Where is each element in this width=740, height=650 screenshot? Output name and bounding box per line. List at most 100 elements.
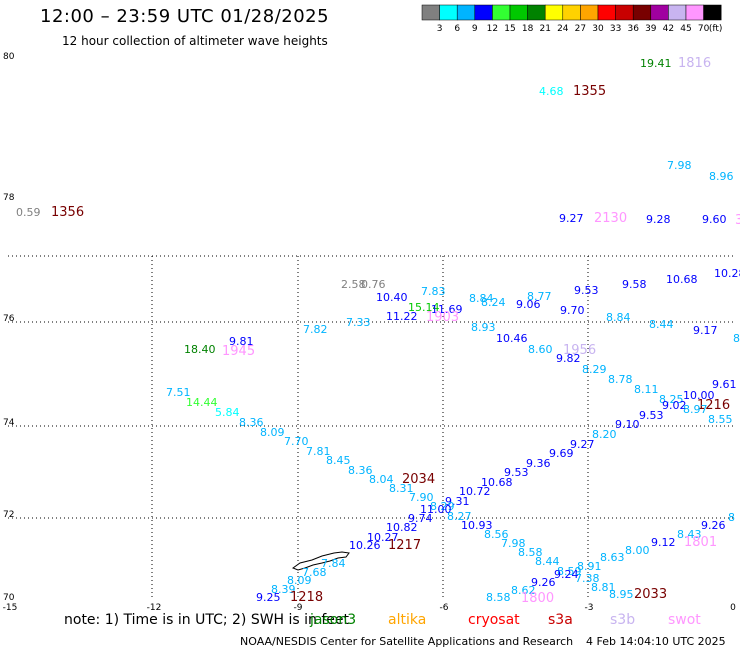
wave-height-label: 10.93 — [461, 519, 493, 532]
wave-height-label: 8.59 — [557, 565, 582, 578]
wave-height-label: 5.84 — [215, 406, 240, 419]
wave-height-label: 8.36 — [239, 416, 264, 429]
wave-height-label: 8.81 — [591, 581, 616, 594]
pass-time-label: 1356 — [51, 205, 84, 220]
pass-time-label: 1800 — [521, 591, 554, 606]
wave-height-label: 8.44 — [535, 555, 560, 568]
colorbar-tick-label: 6 — [454, 24, 460, 34]
wave-height-label: 8.29 — [430, 500, 455, 513]
longitude-label: -15 — [3, 603, 18, 613]
wave-height-label: 9.17 — [693, 324, 718, 337]
colorbar-swatch — [509, 4, 528, 21]
wave-height-label: 7.82 — [303, 323, 328, 336]
wave-height-label: 7.70 — [284, 435, 309, 448]
wave-height-label: 8.04 — [369, 473, 394, 486]
wave-height-label: 8.11 — [634, 383, 659, 396]
pass-time-label: 2034 — [402, 472, 435, 487]
wave-height-label: 8.63 — [600, 551, 625, 564]
wave-height-label: 8.96 — [709, 170, 734, 183]
latitude-label: 72 — [3, 510, 14, 520]
colorbar-tick-label: 33 — [610, 24, 621, 34]
wave-height-label: 8.25 — [659, 393, 684, 406]
wave-height-label: 7.98 — [501, 537, 526, 550]
jan-mayen-island-outline — [291, 551, 350, 571]
wave-height-label: 11.69 — [431, 303, 463, 316]
wave-height-label: 8.45 — [326, 454, 351, 467]
wave-height-label: 8.56 — [484, 528, 509, 541]
wave-height-label: 8.84 — [469, 292, 494, 305]
colorbar-swatch — [439, 4, 458, 21]
wave-height-label: 9.58 — [622, 278, 647, 291]
colorbar-tick-label: 9 — [472, 24, 478, 34]
wave-height-label: 9.12 — [651, 536, 676, 549]
pass-time-label: 1217 — [388, 538, 421, 553]
colorbar-swatch — [562, 4, 581, 21]
colorbar-swatch — [597, 4, 616, 21]
pass-time-label: 1216 — [697, 398, 730, 413]
wave-height-label: 8.60 — [528, 343, 553, 356]
wave-height-label: 15.14 — [408, 301, 440, 314]
wave-height-label: 8.44 — [649, 318, 674, 331]
axis-labels: 80 78 76 74 72 70-15 -12 -9 -6 -3 0 — [3, 52, 736, 613]
map-subtitle: 12 hour collection of altimeter wave hei… — [62, 34, 328, 48]
wave-height-label: 4.68 — [539, 85, 564, 98]
footnote: note: 1) Time is in UTC; 2) SWH is in fe… — [64, 612, 350, 628]
colorbar-swatch — [615, 4, 634, 21]
wave-height-label: 8.43 — [677, 528, 702, 541]
wave-height-label: 9.02 — [662, 399, 687, 412]
mission-altika: altika — [388, 612, 427, 628]
colorbar-tick-label: 3 — [437, 24, 443, 34]
pass-time-label: 1903 — [426, 310, 459, 325]
colorbar-swatch — [580, 4, 599, 21]
wave-height-label: 8.95 — [609, 588, 634, 601]
footer-credit: NOAA/NESDIS Center for Satellite Applica… — [240, 635, 574, 648]
colorbar-tick-label: 70 — [698, 24, 710, 34]
colorbar-tick-label: 39 — [645, 24, 657, 34]
pass-time-label: 1801 — [684, 535, 717, 550]
wave-height-label: 9.82 — [556, 352, 581, 365]
colorbar-swatch — [544, 4, 564, 21]
wave-height-label: 9.81 — [229, 335, 254, 348]
map-title: 12:00 – 23:59 UTC 01/28/2025 — [40, 6, 330, 27]
latitude-label: 78 — [3, 193, 15, 203]
wave-height-label: 8.31 — [389, 482, 414, 495]
wave-height-label: 8.09 — [287, 574, 312, 587]
wave-height-label: 8.20 — [592, 428, 617, 441]
wave-height-label: 19.41 — [640, 57, 672, 70]
colorbar-tick-label: 15 — [504, 24, 515, 34]
wave-height-label: 8.78 — [608, 373, 633, 386]
wave-height-label: 9.10 — [615, 418, 640, 431]
wave-height-label: 9.36 — [526, 457, 551, 470]
wave-height-label: 9.28 — [646, 213, 671, 226]
wave-height-label: 10.46 — [496, 332, 528, 345]
wave-height-label: 10.28 — [714, 267, 740, 280]
wave-height-label: 9.27 — [559, 212, 584, 225]
colorbar-tick-label: 27 — [575, 24, 586, 34]
colorbar-legend: 3 6 9 12 15 18 21 24 27 30 33 36 39 42 45 70 (ft) — [421, 4, 722, 34]
pass-time-label: 2130 — [594, 211, 627, 226]
pass-time-label: 1956 — [563, 343, 596, 358]
wave-height-label: 10.68 — [481, 476, 513, 489]
colorbar-swatch — [492, 4, 511, 21]
colorbar-swatch — [685, 4, 704, 21]
wave-height-label: 10.00 — [683, 389, 715, 402]
wave-height-label: 9.25 — [256, 591, 281, 604]
pass-time-label: 2033 — [634, 587, 667, 602]
wave-height-label: 11.00 — [420, 503, 452, 516]
wave-height-label: 8 — [728, 511, 735, 524]
colorbar-swatch — [703, 4, 722, 21]
pass-time-label: 1816 — [678, 56, 711, 71]
footer-timestamp: 4 Feb 14:04:10 UTC 2025 — [586, 635, 726, 648]
island-coastline — [291, 551, 350, 571]
wave-height-label: 8.77 — [527, 290, 552, 303]
wave-height-label: 8 — [733, 332, 740, 345]
colorbar-swatch — [421, 4, 440, 21]
wave-height-label: 9.24 — [554, 568, 579, 581]
wave-height-label: 9.69 — [549, 447, 574, 460]
wave-height-label: 8.93 — [471, 321, 496, 334]
wave-height-label: 9.53 — [504, 466, 529, 479]
wave-height-label: 8.97 — [683, 403, 708, 416]
wave-height-label: 9.60 — [702, 213, 727, 226]
colorbar-tick-label: 24 — [557, 24, 569, 34]
